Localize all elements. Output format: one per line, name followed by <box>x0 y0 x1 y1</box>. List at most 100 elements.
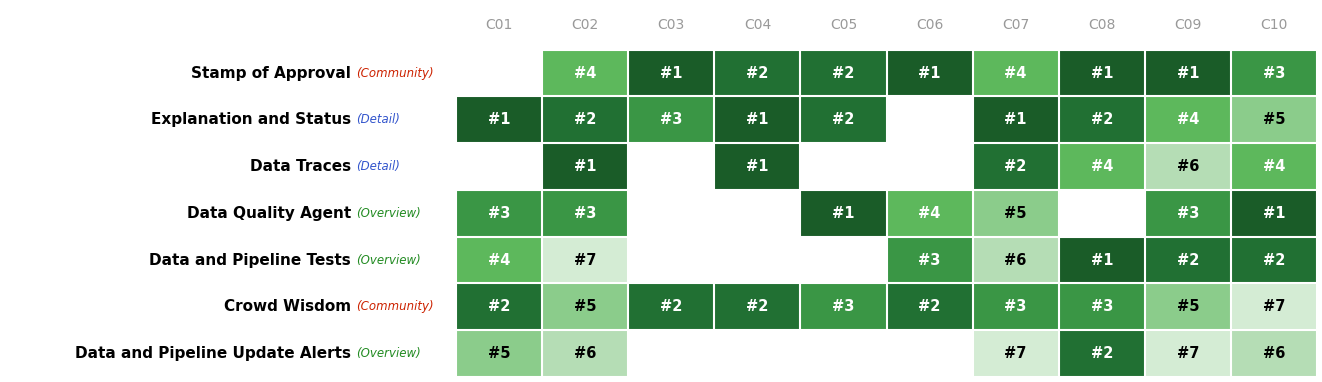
Bar <box>973 191 1058 236</box>
Bar <box>1146 191 1229 236</box>
Bar <box>1059 284 1144 329</box>
Text: #3: #3 <box>1091 299 1113 314</box>
Text: #4: #4 <box>488 253 510 268</box>
Text: #2: #2 <box>919 299 941 314</box>
Bar <box>1232 284 1317 329</box>
Text: #2: #2 <box>833 112 855 127</box>
Bar <box>973 144 1058 189</box>
Bar <box>1146 97 1229 142</box>
Text: C03: C03 <box>657 18 685 32</box>
Text: #3: #3 <box>1263 66 1285 81</box>
Bar <box>887 191 972 236</box>
Text: (Detail): (Detail) <box>356 113 401 126</box>
Text: #1: #1 <box>919 66 941 81</box>
Bar <box>457 331 542 376</box>
Text: #1: #1 <box>1005 112 1027 127</box>
Bar <box>715 97 800 142</box>
Bar <box>543 191 628 236</box>
Text: #7: #7 <box>1005 346 1027 361</box>
Bar <box>715 144 800 189</box>
Text: #4: #4 <box>1005 66 1027 81</box>
Bar <box>629 50 714 96</box>
Text: Crowd Wisdom: Crowd Wisdom <box>223 299 352 314</box>
Text: Explanation and Status: Explanation and Status <box>151 112 352 127</box>
Bar <box>1059 331 1144 376</box>
Text: C04: C04 <box>744 18 771 32</box>
Text: #7: #7 <box>1263 299 1285 314</box>
Text: #1: #1 <box>488 112 510 127</box>
Bar <box>629 97 714 142</box>
Text: (Detail): (Detail) <box>356 160 401 173</box>
Text: #3: #3 <box>1005 299 1027 314</box>
Text: #2: #2 <box>1177 253 1199 268</box>
Text: #6: #6 <box>1005 253 1027 268</box>
Text: #3: #3 <box>574 206 596 221</box>
Text: #1: #1 <box>746 112 768 127</box>
Bar <box>543 50 628 96</box>
Text: Data and Pipeline Update Alerts: Data and Pipeline Update Alerts <box>75 346 352 361</box>
Text: #2: #2 <box>1091 112 1113 127</box>
Text: #2: #2 <box>488 299 510 314</box>
Text: #4: #4 <box>919 206 941 221</box>
Text: C07: C07 <box>1002 18 1030 32</box>
Bar <box>973 331 1058 376</box>
Text: (Overview): (Overview) <box>356 347 420 360</box>
Text: Data Quality Agent: Data Quality Agent <box>186 206 352 221</box>
Text: #3: #3 <box>660 112 682 127</box>
Text: Data and Pipeline Tests: Data and Pipeline Tests <box>149 253 352 268</box>
Bar <box>973 284 1058 329</box>
Text: C06: C06 <box>916 18 944 32</box>
Text: Stamp of Approval: Stamp of Approval <box>192 66 352 81</box>
Text: C05: C05 <box>830 18 857 32</box>
Bar <box>1146 331 1229 376</box>
Text: #5: #5 <box>574 299 596 314</box>
Text: #1: #1 <box>833 206 855 221</box>
Text: #5: #5 <box>1005 206 1027 221</box>
Bar <box>1059 97 1144 142</box>
Text: #6: #6 <box>574 346 596 361</box>
Text: #3: #3 <box>833 299 855 314</box>
Bar <box>1146 144 1229 189</box>
Bar <box>1232 144 1317 189</box>
Bar <box>887 50 972 96</box>
Text: #1: #1 <box>746 159 768 174</box>
Bar <box>801 97 886 142</box>
Bar <box>1059 144 1144 189</box>
Bar <box>543 144 628 189</box>
Text: #6: #6 <box>1263 346 1285 361</box>
Text: C02: C02 <box>571 18 599 32</box>
Text: #3: #3 <box>1177 206 1199 221</box>
Bar <box>973 97 1058 142</box>
Text: (Community): (Community) <box>356 300 434 313</box>
Bar <box>973 238 1058 283</box>
Bar <box>543 331 628 376</box>
Text: #4: #4 <box>1177 112 1199 127</box>
Bar <box>715 50 800 96</box>
Text: #1: #1 <box>660 66 682 81</box>
Bar <box>973 50 1058 96</box>
Bar <box>543 238 628 283</box>
Bar <box>1059 238 1144 283</box>
Bar <box>801 50 886 96</box>
Text: C01: C01 <box>485 18 513 32</box>
Text: C09: C09 <box>1174 18 1202 32</box>
Bar <box>715 284 800 329</box>
Text: #1: #1 <box>1177 66 1199 81</box>
Bar <box>543 284 628 329</box>
Text: #1: #1 <box>574 159 596 174</box>
Text: #2: #2 <box>574 112 596 127</box>
Bar <box>1232 50 1317 96</box>
Bar <box>1232 191 1317 236</box>
Bar <box>1232 97 1317 142</box>
Bar <box>629 284 714 329</box>
Text: #1: #1 <box>1091 253 1113 268</box>
Bar <box>543 97 628 142</box>
Bar <box>801 191 886 236</box>
Text: Data Traces: Data Traces <box>250 159 352 174</box>
Text: #1: #1 <box>1263 206 1285 221</box>
Bar <box>457 191 542 236</box>
Bar <box>1146 238 1229 283</box>
Bar <box>887 238 972 283</box>
Bar <box>1146 284 1229 329</box>
Bar <box>1232 331 1317 376</box>
